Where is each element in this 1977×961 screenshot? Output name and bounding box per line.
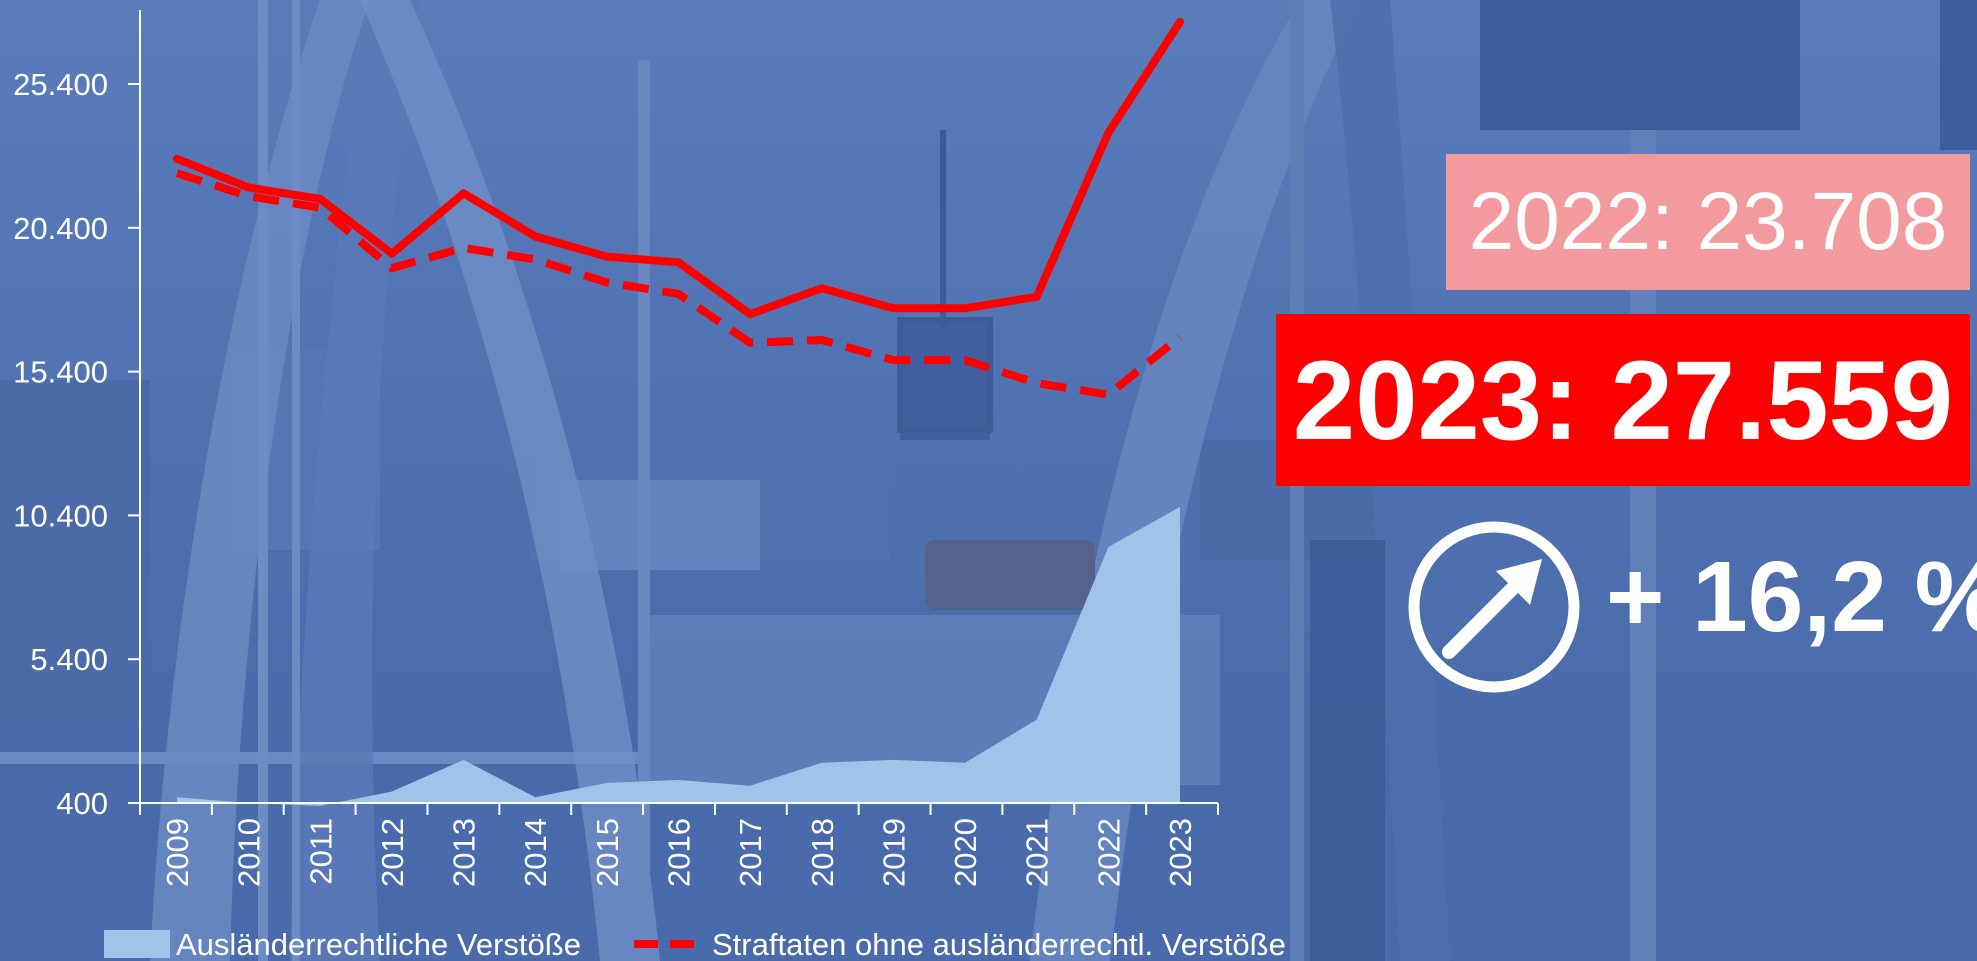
x-tick-label-2022: 2022 (1091, 818, 1126, 887)
prev-year-value: 2022: 23.708 (1469, 175, 1948, 269)
line-series (177, 22, 1180, 395)
y-tick-label-2: 10.400 (13, 498, 108, 533)
x-tick-label-2018: 2018 (805, 818, 840, 887)
y-tick-label-0: 400 (56, 786, 108, 821)
change-percent: + 16,2 % (1606, 540, 1977, 655)
legend-label-dashed: Straftaten ohne ausländerrechtl. Verstöß… (712, 927, 1286, 961)
x-tick-label-2019: 2019 (876, 818, 911, 887)
x-tick-label-2017: 2017 (733, 818, 768, 887)
legend-swatch-area (104, 930, 170, 958)
area-ausländerrechtliche-verstöße (177, 507, 1180, 806)
y-axis-labels: 400 5.400 10.400 15.400 20.400 25.400 (13, 67, 108, 821)
area-series (177, 507, 1180, 806)
y-tick-label-5: 25.400 (13, 67, 108, 102)
x-axis-labels: 2009 2010 2011 2012 2013 2014 2015 2016 2017 2018… (160, 818, 1198, 887)
current-year-value-box: 2023: 27.559 (1276, 314, 1970, 486)
y-tick-label-1: 5.400 (30, 642, 108, 677)
y-tick-label-3: 15.400 (13, 355, 108, 390)
x-tick-label-2015: 2015 (590, 818, 625, 887)
arrow-up-right-circle-icon (1402, 515, 1586, 699)
x-tick-label-2016: 2016 (662, 818, 697, 887)
x-tick-label-2011: 2011 (303, 818, 338, 885)
line-straftaten-gesamt (177, 22, 1180, 314)
prev-year-value-box: 2022: 23.708 (1446, 154, 1970, 290)
x-tick-label-2012: 2012 (375, 818, 410, 887)
x-tick-label-2020: 2020 (948, 818, 983, 887)
legend-label-area: Ausländerrechtliche Verstöße (176, 927, 581, 961)
x-tick-label-2021: 2021 (1020, 818, 1055, 887)
legend: Ausländerrechtliche Verstöße Straftaten … (104, 927, 1286, 961)
x-tick-label-2013: 2013 (447, 818, 482, 887)
x-tick-label-2009: 2009 (160, 818, 195, 887)
x-tick-label-2023: 2023 (1163, 818, 1198, 887)
x-tick-label-2010: 2010 (232, 818, 267, 887)
current-year-value: 2023: 27.559 (1293, 336, 1953, 465)
x-tick-label-2014: 2014 (518, 818, 553, 887)
y-tick-label-4: 20.400 (13, 211, 108, 246)
